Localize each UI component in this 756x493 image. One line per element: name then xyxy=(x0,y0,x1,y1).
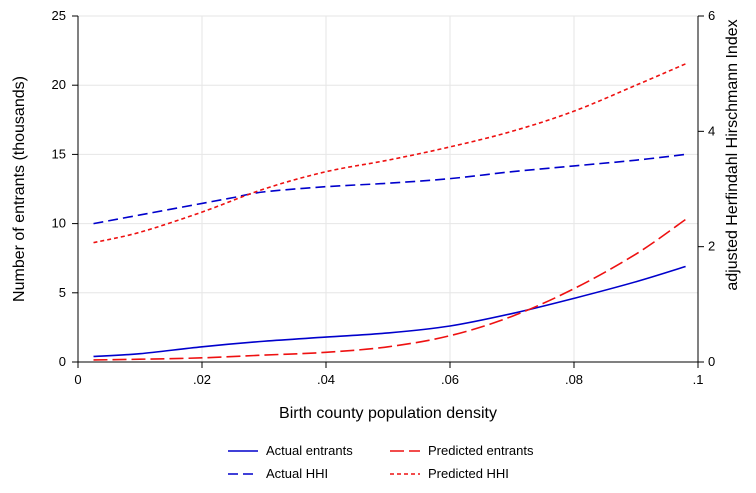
legend-label-actual-entrants: Actual entrants xyxy=(266,443,353,458)
plot-area xyxy=(78,16,698,362)
y-right-tick-label: 4 xyxy=(708,123,715,138)
x-tick-label: .06 xyxy=(441,372,459,387)
y-right-tick-label: 6 xyxy=(708,8,715,23)
y-right-tick-label: 0 xyxy=(708,354,715,369)
y-right-tick-label: 2 xyxy=(708,239,715,254)
y-axis-left-title: Number of entrants (thousands) xyxy=(11,76,28,302)
legend-label-predicted-hhi: Predicted HHI xyxy=(428,466,509,481)
x-axis-title: Birth county population density xyxy=(279,405,497,422)
x-tick-label: .02 xyxy=(193,372,211,387)
y-axis-right-title: adjusted Herfindahl Hirschmann Index xyxy=(724,19,741,290)
y-left-tick-label: 10 xyxy=(52,216,66,231)
legend-label-predicted-entrants: Predicted entrants xyxy=(428,443,534,458)
x-tick-label: .04 xyxy=(317,372,335,387)
x-tick-label: .1 xyxy=(693,372,704,387)
y-left-tick-label: 20 xyxy=(52,77,66,92)
series-predicted-hhi-line xyxy=(93,63,686,244)
y-left-tick-label: 15 xyxy=(52,146,66,161)
y-left-tick-label: 5 xyxy=(59,285,66,300)
legend: Actual entrants Predicted entrants Actual … xyxy=(228,443,534,481)
series-lines xyxy=(93,63,687,361)
axes: 0 .02 .04 .06 .08 .1 0 5 10 15 20 25 0 2 4 6 xyxy=(52,8,716,387)
y-left-tick-label: 0 xyxy=(59,354,66,369)
series-predicted-entrants-line xyxy=(93,218,687,361)
x-tick-label: .08 xyxy=(565,372,583,387)
legend-label-actual-hhi: Actual HHI xyxy=(266,466,328,481)
y-left-tick-label: 25 xyxy=(52,8,66,23)
x-tick-label: 0 xyxy=(74,372,81,387)
series-actual-entrants-line xyxy=(93,265,686,358)
series-actual-hhi-line xyxy=(93,153,686,225)
